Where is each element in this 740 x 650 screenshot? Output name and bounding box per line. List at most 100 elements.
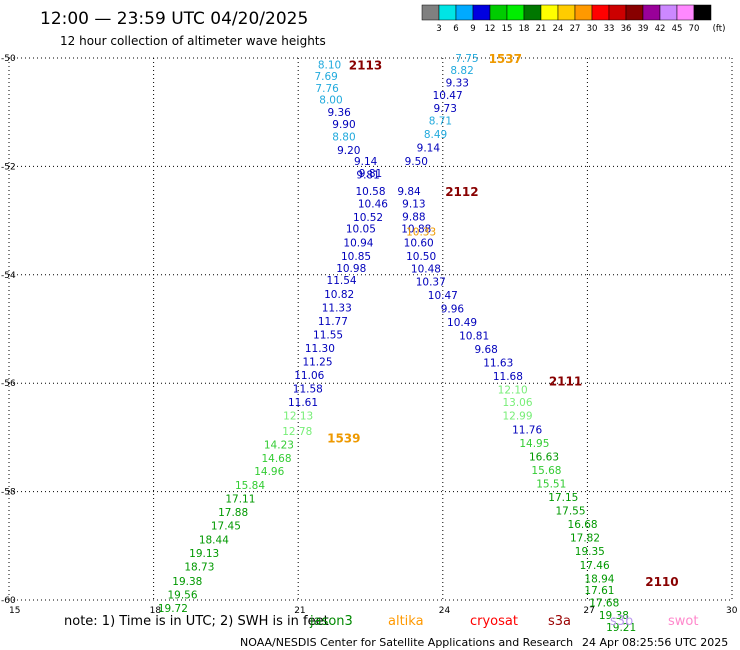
data-point-label: 12.13: [283, 411, 313, 423]
data-point-label: 19.56: [167, 590, 197, 602]
data-point-label: 16.63: [529, 451, 559, 463]
data-point-label: 10.47: [433, 90, 463, 102]
legend-swatch: [421, 4, 440, 21]
y-axis-ticks: -50 -52 -54 -56 -58 -60: [1, 54, 16, 606]
data-point-label: 9.81: [359, 168, 382, 180]
y-tick-label: -58: [1, 488, 16, 498]
x-tick-label: 18: [150, 606, 162, 616]
data-point-label: 9.50: [405, 156, 428, 168]
chart-grid: [8, 57, 733, 601]
data-point-label: 11.25: [302, 357, 332, 369]
legend-swatch: [506, 4, 525, 21]
data-point-label: 10.33: [406, 226, 436, 238]
data-point-label: 9.96: [441, 303, 465, 315]
data-point-label: 17.11: [225, 494, 255, 506]
data-point-label: 9.13: [402, 198, 425, 210]
satellite-label: cryosat: [470, 614, 518, 629]
x-tick-label: 24: [439, 606, 451, 616]
data-point-label: 9.84: [397, 186, 421, 198]
x-tick-label: 15: [9, 606, 20, 616]
data-point-label: 11.63: [483, 358, 513, 370]
data-point-label: 11.06: [294, 370, 324, 382]
data-point-label: 9.90: [332, 119, 355, 131]
data-point-label: 14.96: [254, 466, 284, 478]
data-point-label: 17.82: [570, 533, 600, 545]
legend-label: 33: [604, 24, 615, 34]
legend-swatch: [489, 4, 508, 21]
data-point-label: 18.94: [584, 573, 614, 585]
legend-swatch: [438, 4, 457, 21]
data-point-label: 9.36: [327, 107, 351, 119]
pass-labels: 2113 1537 2112 2111 1539 2110: [327, 52, 679, 589]
data-point-label: 18.73: [184, 561, 214, 573]
legend-swatch: [540, 4, 559, 21]
pass-label: 2112: [445, 185, 478, 199]
data-point-label: 12.10: [498, 385, 528, 397]
data-point-label: 15.84: [235, 480, 265, 492]
data-point-label: 8.00: [319, 95, 342, 107]
data-point-label: 9.14: [354, 156, 378, 168]
data-point-label: 8.71: [429, 115, 452, 127]
y-tick-label: -50: [1, 54, 16, 64]
satellite-label: swot: [668, 614, 698, 629]
data-point-label: 9.88: [402, 211, 425, 223]
data-point-label: 10.58: [355, 186, 385, 198]
pass-label: 1539: [327, 431, 360, 445]
legend-label: 9: [470, 24, 475, 34]
data-point-label: 12.78: [282, 426, 312, 438]
data-points: 8.107.697.768.009.369.908.809.209.149.81…: [158, 53, 636, 634]
data-point-label: 9.20: [337, 145, 360, 157]
data-point-label: 9.81: [356, 170, 379, 182]
data-point-label: 13.06: [502, 397, 532, 409]
data-point-label: 17.45: [211, 521, 241, 533]
legend-label: 24: [553, 24, 564, 34]
legend-swatch: [608, 4, 627, 21]
data-point-label: 10.50: [406, 251, 436, 263]
data-point-label: 11.33: [322, 302, 352, 314]
data-point-label: 15.51: [536, 478, 566, 490]
x-axis-ticks: 15 18 21 24 27 30: [9, 606, 738, 616]
data-point-label: 12.99: [502, 411, 532, 423]
data-point-label: 7.75: [455, 53, 478, 65]
legend-swatch: [693, 4, 712, 21]
data-point-label: 7.69: [314, 71, 337, 83]
data-point-label: 11.55: [313, 329, 343, 341]
data-point-label: 9.14: [417, 142, 441, 154]
data-point-label: 10.85: [341, 251, 371, 263]
data-point-label: 10.82: [324, 289, 354, 301]
data-point-label: 17.88: [218, 507, 248, 519]
data-point-label: 19.35: [575, 546, 605, 558]
data-point-label: 10.52: [353, 212, 383, 224]
data-point-label: 14.68: [261, 453, 291, 465]
data-point-label: 19.13: [189, 548, 219, 560]
legend-label: 36: [621, 24, 632, 34]
data-point-label: 19.21: [606, 622, 636, 634]
y-tick-label: -56: [1, 379, 16, 389]
color-legend: 3 6 9 12 15 18 21 24 27 30 33 36 39 42 45 70 (ft): [421, 4, 725, 34]
data-point-label: 11.77: [318, 316, 348, 328]
data-point-label: 10.05: [346, 224, 376, 236]
pass-label: 1537: [489, 52, 522, 66]
timestamp-text: 24 Apr 08:25:56 UTC 2025: [582, 636, 728, 649]
chart-title: 12:00 — 23:59 UTC 04/20/2025: [40, 9, 308, 29]
data-point-label: 10.46: [358, 198, 388, 210]
data-point-label: 10.98: [336, 263, 366, 275]
y-tick-label: -54: [1, 271, 16, 281]
data-point-label: 10.60: [404, 237, 434, 249]
data-point-label: 8.82: [450, 65, 473, 77]
data-point-label: 10.81: [459, 331, 489, 343]
data-point-label: 10.49: [447, 317, 477, 329]
data-point-label: 9.68: [474, 344, 497, 356]
data-point-label: 11.76: [512, 424, 542, 436]
data-point-label: 17.15: [548, 492, 578, 504]
legend-swatch: [557, 4, 576, 21]
legend-label: 70: [689, 24, 700, 34]
x-tick-label: 27: [583, 606, 594, 616]
data-point-label: 11.54: [327, 275, 357, 287]
legend-label: 3: [436, 24, 441, 34]
data-point-label: 10.94: [343, 237, 373, 249]
data-point-label: 17.68: [589, 598, 619, 610]
data-point-label: 9.73: [434, 103, 457, 115]
legend-label: 42: [655, 24, 666, 34]
